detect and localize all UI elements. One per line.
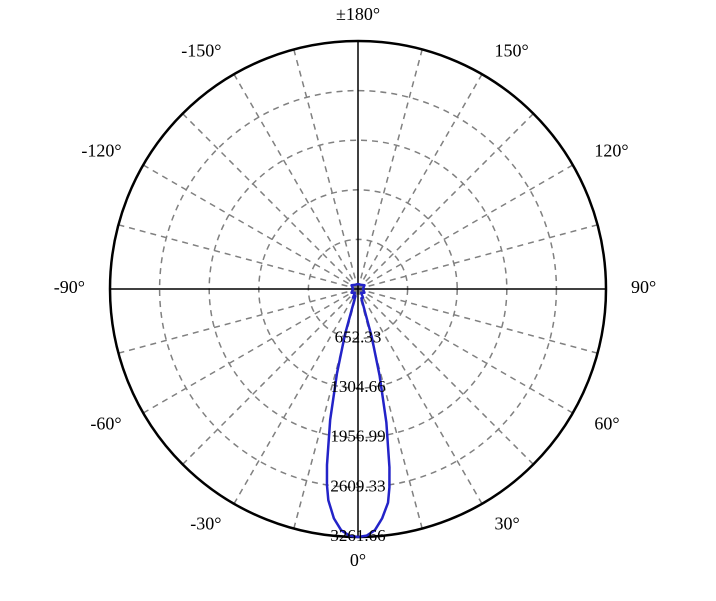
- angle-label: 150°: [495, 41, 529, 61]
- grid-spoke: [118, 289, 358, 353]
- radial-tick-label: 652.33: [335, 328, 382, 347]
- polar-chart: 652.33 1304.66 1956.99 2609.33 3261.66 ±180° 1…: [0, 0, 716, 601]
- grid-spoke: [358, 49, 422, 289]
- angle-label: 60°: [594, 414, 619, 434]
- grid-spoke: [358, 225, 598, 289]
- angle-label: 90°: [631, 277, 656, 297]
- angle-label: -150°: [181, 41, 221, 61]
- radial-tick-label: 1956.99: [330, 427, 385, 446]
- radial-tick-label: 3261.66: [330, 526, 385, 545]
- angle-label: ±180°: [336, 4, 380, 24]
- angle-label: 120°: [594, 141, 628, 161]
- radial-tick-label: 2609.33: [330, 476, 385, 495]
- grid-spoke: [143, 289, 358, 413]
- grid-spoke: [358, 289, 598, 353]
- grid-spoke: [358, 289, 482, 504]
- angle-label: 30°: [495, 514, 520, 534]
- angle-label: -60°: [90, 414, 121, 434]
- angle-label: -30°: [190, 514, 221, 534]
- grid-spoke: [358, 165, 573, 289]
- grid-spoke: [358, 289, 573, 413]
- angle-label: -90°: [54, 277, 85, 297]
- radial-tick-label: 1304.66: [330, 377, 385, 396]
- grid-spoke: [294, 49, 358, 289]
- grid-spoke: [234, 74, 358, 289]
- grid-spoke: [118, 225, 358, 289]
- grid-spoke: [358, 74, 482, 289]
- angle-label: 0°: [350, 550, 366, 570]
- grid-spoke: [234, 289, 358, 504]
- grid-spoke: [183, 114, 358, 289]
- angle-label: -120°: [81, 141, 121, 161]
- grid-spoke: [143, 165, 358, 289]
- grid-spoke: [358, 114, 533, 289]
